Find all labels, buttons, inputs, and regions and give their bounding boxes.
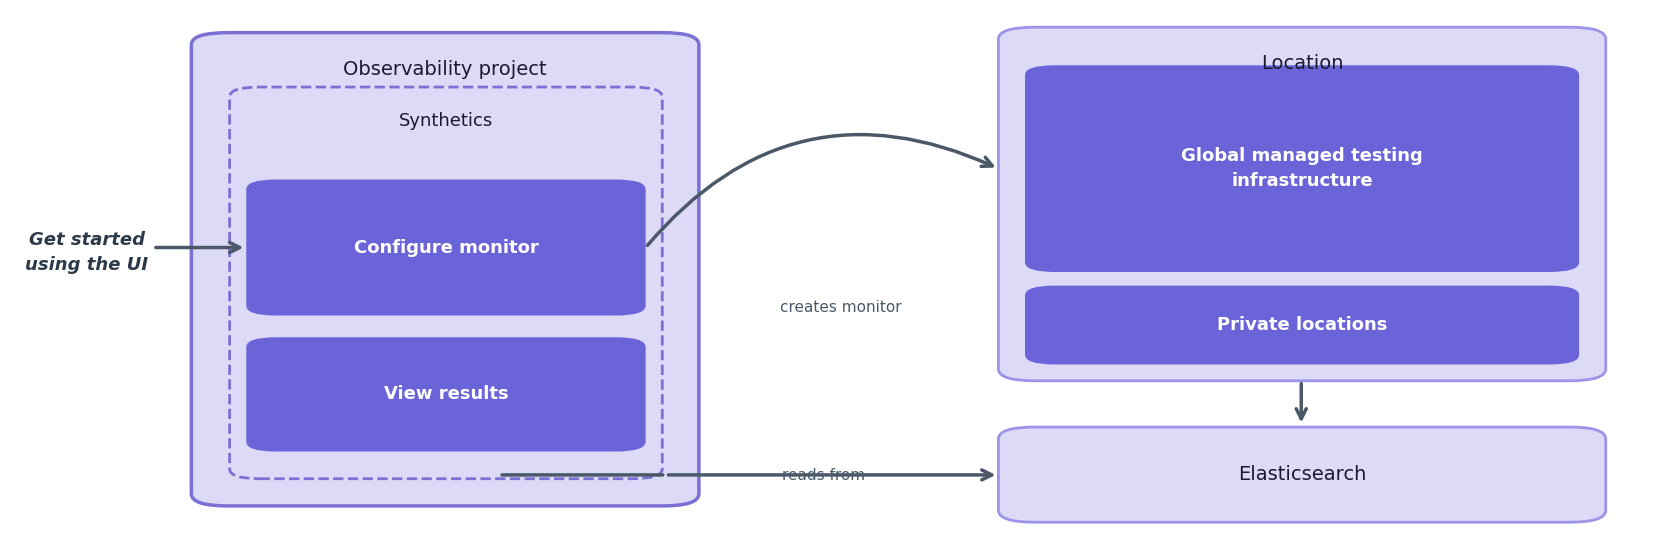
FancyBboxPatch shape	[191, 33, 699, 506]
Text: View results: View results	[384, 385, 508, 404]
Text: Elasticsearch: Elasticsearch	[1238, 465, 1366, 484]
FancyBboxPatch shape	[1025, 65, 1579, 272]
FancyBboxPatch shape	[246, 337, 646, 452]
Text: Private locations: Private locations	[1216, 316, 1388, 334]
Text: Synthetics: Synthetics	[399, 112, 493, 129]
Text: Global managed testing
infrastructure: Global managed testing infrastructure	[1181, 147, 1423, 190]
FancyBboxPatch shape	[1025, 286, 1579, 364]
Text: Observability project: Observability project	[343, 60, 547, 79]
Text: Get started
using the UI: Get started using the UI	[25, 231, 148, 275]
FancyBboxPatch shape	[998, 27, 1606, 381]
Text: Configure monitor: Configure monitor	[353, 238, 539, 257]
Text: Location: Location	[1261, 54, 1343, 73]
Text: creates monitor: creates monitor	[779, 300, 902, 315]
FancyBboxPatch shape	[246, 180, 646, 316]
Text: reads from: reads from	[782, 468, 865, 484]
FancyBboxPatch shape	[998, 427, 1606, 522]
